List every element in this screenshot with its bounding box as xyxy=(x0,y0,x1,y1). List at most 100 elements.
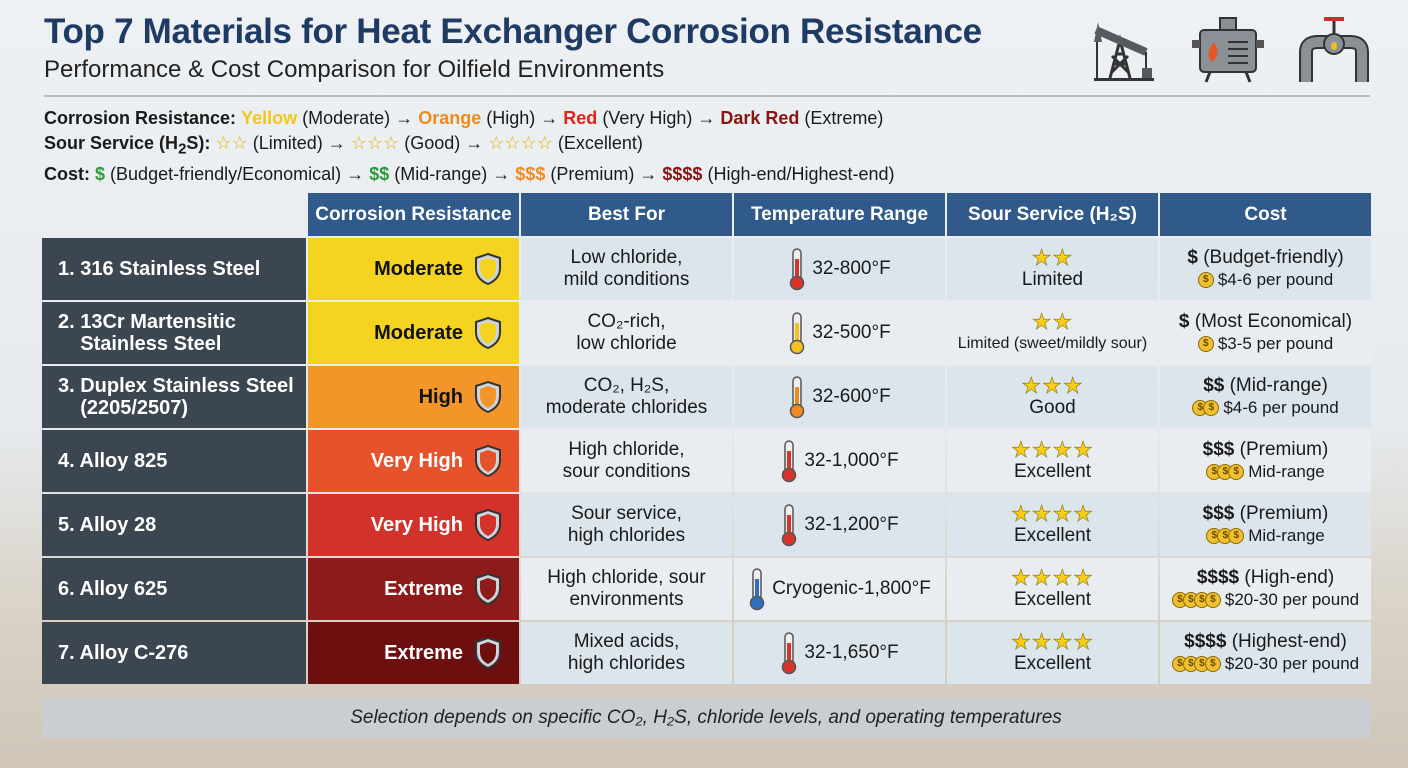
price: Mid-range xyxy=(1248,462,1325,481)
legend-level: (Extreme) xyxy=(804,108,884,128)
legend-level: (Mid-range) xyxy=(394,163,488,184)
table-row: 4. Alloy 825 Very High High chloride, sou… xyxy=(42,430,1371,492)
col-temperature: Temperature Range xyxy=(734,193,945,236)
star-icon: ☆☆☆☆ xyxy=(488,133,553,153)
material-name-text: 7. Alloy C-276 xyxy=(58,642,189,664)
cost-tier: (Budget-friendly) xyxy=(1203,247,1344,268)
star-icon: ☆☆☆ xyxy=(350,133,400,153)
cost-tier: (Highest-end) xyxy=(1231,631,1347,652)
coins: $ $ $ $ xyxy=(1171,592,1221,608)
cost-tier: (Most Economical) xyxy=(1194,311,1353,332)
coins: $ $ $ xyxy=(1206,528,1245,544)
corrosion-level: Moderate xyxy=(374,322,463,344)
thermometer-icon xyxy=(782,440,797,483)
coins: $ $ $ $ xyxy=(1171,656,1221,672)
table-row: 6. Alloy 625 Extreme High chloride, sour… xyxy=(42,558,1371,620)
best-for-cell: High chloride, sour conditions xyxy=(521,430,732,492)
best-for-line: Sour service, xyxy=(571,503,682,524)
legend-level: (Good) xyxy=(404,133,461,153)
coin-icon: $ xyxy=(1203,400,1220,416)
legend-level: (Moderate) xyxy=(302,108,391,128)
corrosion-cell: Moderate xyxy=(308,302,519,364)
legend-level: (High) xyxy=(486,108,536,128)
best-for-line: High chloride, sour xyxy=(547,567,706,588)
coins: $ xyxy=(1197,336,1214,352)
material-name: 3. Duplex Stainless Steel (2205/2507) xyxy=(42,366,306,428)
corrosion-level: High xyxy=(418,386,463,408)
cost-cell: $$$ (Premium) $ $ $ Mid-range xyxy=(1160,430,1371,492)
material-name: 5. Alloy 28 xyxy=(42,494,306,556)
sour-service-label: Excellent xyxy=(1013,525,1092,546)
best-for-line: CO₂, H₂S, xyxy=(583,375,670,396)
legend-level: (Excellent) xyxy=(557,133,643,153)
legend-label: Corrosion Resistance: xyxy=(44,108,237,128)
cost-symbol: $$$$ xyxy=(1196,567,1240,588)
sour-service-cell: ★★★★ Excellent xyxy=(947,558,1158,620)
cost-symbol: $$$$ xyxy=(1184,631,1227,652)
temperature-cell: 32-1,650°F xyxy=(734,622,945,684)
page-subtitle: Performance & Cost Comparison for Oilfie… xyxy=(44,56,665,83)
corrosion-cell: Very High xyxy=(308,494,519,556)
corrosion-cell: Moderate xyxy=(308,238,519,300)
material-name: 2. 13Cr Martensitic Stainless Steel xyxy=(42,302,306,364)
shield-icon xyxy=(475,252,501,286)
cost-cell: $$$$ (Highest-end) $ $ $ $ $20-30 per pound xyxy=(1160,622,1371,684)
arrow: → xyxy=(540,108,559,128)
sour-service-label: Excellent xyxy=(1013,461,1092,482)
temperature-range: 32-600°F xyxy=(812,386,891,407)
temperature-range: 32-800°F xyxy=(812,258,891,279)
col-best-for: Best For xyxy=(521,193,732,236)
legend-sour: Sour Service (H2S): ☆☆ (Limited) → ☆☆☆ (… xyxy=(44,131,895,162)
coin-icon: $ xyxy=(1204,656,1221,672)
best-for-line: environments xyxy=(569,589,684,610)
arrow: → xyxy=(346,163,365,184)
legend-cost: Cost: $ (Budget-friendly/Economical) → $… xyxy=(44,162,895,187)
temperature-range: 32-1,200°F xyxy=(804,514,899,535)
coin-icon: $ xyxy=(1204,592,1221,608)
coin-icon: $ xyxy=(1197,336,1214,352)
price: $4-6 per pound xyxy=(1217,270,1334,289)
star-rating: ★★ xyxy=(1031,245,1074,270)
corrosion-cell: Extreme xyxy=(308,558,519,620)
cost-cell: $$$ (Premium) $ $ $ Mid-range xyxy=(1160,494,1371,556)
sour-service-cell: ★★★★ Excellent xyxy=(947,430,1158,492)
shield-icon xyxy=(475,636,501,670)
price: $4-6 per pound xyxy=(1223,398,1339,417)
arrow: → xyxy=(639,163,658,184)
shield-icon xyxy=(475,316,501,350)
material-name: 4. Alloy 825 xyxy=(42,430,306,492)
thermometer-icon xyxy=(782,632,797,675)
price: Mid-range xyxy=(1248,526,1325,545)
shield-icon xyxy=(475,380,501,414)
corrosion-cell: High xyxy=(308,366,519,428)
temperature-range: Cryogenic-1,800°F xyxy=(772,578,931,599)
temperature-range: 32-1,650°F xyxy=(804,642,899,663)
price: $20-30 per pound xyxy=(1224,654,1360,673)
corrosion-level: Extreme xyxy=(384,642,463,664)
table-row: 2. 13Cr Martensitic Stainless Steel Mode… xyxy=(42,302,1371,364)
legend-corrosion: Corrosion Resistance: Yellow (Moderate) … xyxy=(44,106,895,131)
table-row: 7. Alloy C-276 Extreme Mixed acids, high … xyxy=(42,622,1371,684)
legend: Corrosion Resistance: Yellow (Moderate) … xyxy=(44,106,895,187)
cost-cell: $ (Budget-friendly) $ $4-6 per pound xyxy=(1160,238,1371,300)
cost-symbol: $$$ xyxy=(1202,503,1235,524)
star-rating: ★★★★ xyxy=(1011,501,1094,526)
temperature-cell: 32-1,000°F xyxy=(734,430,945,492)
cost-tier: (Premium) xyxy=(1239,503,1329,524)
header-blank xyxy=(42,193,306,236)
arrow: → xyxy=(395,108,414,128)
coins: $ $ xyxy=(1192,400,1220,416)
cost-symbol: $$$ xyxy=(1202,439,1235,460)
coins: $ $ $ xyxy=(1206,464,1245,480)
coin-icon: $ xyxy=(1228,464,1245,480)
temperature-cell: 32-500°F xyxy=(734,302,945,364)
material-name-text: 4. Alloy 825 xyxy=(58,450,168,472)
header-icons xyxy=(1090,12,1372,84)
sour-service-label: Excellent xyxy=(1013,653,1092,674)
best-for-line: high chlorides xyxy=(567,525,686,546)
cost-cell: $$$$ (High-end) $ $ $ $ $20-30 per pound xyxy=(1160,558,1371,620)
thermometer-icon xyxy=(749,568,765,611)
cost-symbol: $$ xyxy=(1203,375,1225,396)
legend-color: Orange xyxy=(418,108,482,128)
best-for-line: high chlorides xyxy=(567,653,686,674)
